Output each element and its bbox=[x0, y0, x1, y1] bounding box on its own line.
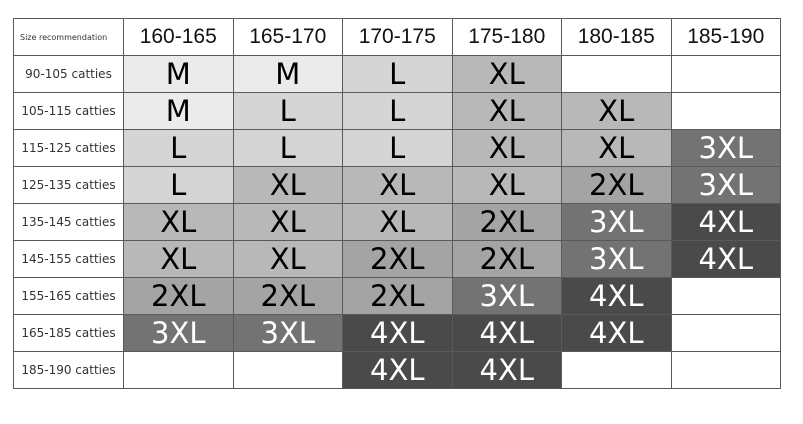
size-cell: XL bbox=[123, 240, 234, 278]
size-cell: 2XL bbox=[561, 166, 672, 204]
table-row: 155-165 catties 2XL 2XL 2XL 3XL 4XL bbox=[13, 277, 781, 315]
size-cell: XL bbox=[451, 166, 562, 204]
height-header: 160-165 bbox=[123, 18, 234, 56]
size-cell bbox=[670, 277, 781, 315]
size-cell: L bbox=[123, 129, 234, 167]
table-row: 90-105 catties M M L XL bbox=[13, 55, 781, 93]
weight-label: 165-185 catties bbox=[13, 314, 124, 352]
size-cell: 4XL bbox=[561, 277, 672, 315]
table-row: 115-125 catties L L L XL XL 3XL bbox=[13, 129, 781, 167]
size-cell: 3XL bbox=[670, 129, 781, 167]
size-cell: 3XL bbox=[561, 240, 672, 278]
size-cell: 3XL bbox=[232, 314, 343, 352]
size-cell: 2XL bbox=[123, 277, 234, 315]
weight-label: 90-105 catties bbox=[13, 55, 124, 93]
size-cell: M bbox=[123, 92, 234, 130]
height-header: 175-180 bbox=[451, 18, 562, 56]
weight-label: 125-135 catties bbox=[13, 166, 124, 204]
header-row: Size recommendation 160-165 165-170 170-175… bbox=[13, 18, 781, 56]
table-row: 185-190 catties 4XL 4XL bbox=[13, 351, 781, 389]
size-cell: 4XL bbox=[670, 203, 781, 241]
size-cell: L bbox=[232, 129, 343, 167]
height-header: 170-175 bbox=[342, 18, 453, 56]
size-cell bbox=[670, 55, 781, 93]
table-row: 145-155 catties XL XL 2XL 2XL 3XL 4XL bbox=[13, 240, 781, 278]
weight-label: 145-155 catties bbox=[13, 240, 124, 278]
size-cell: 3XL bbox=[451, 277, 562, 315]
size-cell: 4XL bbox=[561, 314, 672, 352]
size-cell: 4XL bbox=[670, 240, 781, 278]
size-cell: 2XL bbox=[451, 203, 562, 241]
size-cell: XL bbox=[342, 203, 453, 241]
table-row: 125-135 catties L XL XL XL 2XL 3XL bbox=[13, 166, 781, 204]
size-cell bbox=[670, 351, 781, 389]
size-cell: XL bbox=[123, 203, 234, 241]
height-header: 180-185 bbox=[561, 18, 672, 56]
height-header: 165-170 bbox=[232, 18, 343, 56]
weight-label: 105-115 catties bbox=[13, 92, 124, 130]
corner-label: Size recommendation bbox=[13, 18, 124, 56]
size-cell: L bbox=[123, 166, 234, 204]
table-row: 105-115 catties M L L XL XL bbox=[13, 92, 781, 130]
size-cell: 3XL bbox=[670, 166, 781, 204]
size-cell bbox=[561, 351, 672, 389]
size-cell: L bbox=[342, 92, 453, 130]
size-cell bbox=[561, 55, 672, 93]
size-cell: XL bbox=[232, 166, 343, 204]
size-cell: 2XL bbox=[232, 277, 343, 315]
size-cell bbox=[123, 351, 234, 389]
size-cell: L bbox=[342, 129, 453, 167]
size-cell: 2XL bbox=[451, 240, 562, 278]
size-cell: M bbox=[232, 55, 343, 93]
table-row: 165-185 catties 3XL 3XL 4XL 4XL 4XL bbox=[13, 314, 781, 352]
size-cell: 3XL bbox=[123, 314, 234, 352]
size-cell: XL bbox=[561, 92, 672, 130]
size-cell: XL bbox=[232, 203, 343, 241]
weight-label: 115-125 catties bbox=[13, 129, 124, 167]
size-cell: 2XL bbox=[342, 240, 453, 278]
size-cell: L bbox=[342, 55, 453, 93]
size-cell bbox=[670, 92, 781, 130]
size-cell: XL bbox=[342, 166, 453, 204]
size-cell: L bbox=[232, 92, 343, 130]
size-cell: 3XL bbox=[561, 203, 672, 241]
size-cell: XL bbox=[451, 129, 562, 167]
table-row: 135-145 catties XL XL XL 2XL 3XL 4XL bbox=[13, 203, 781, 241]
weight-label: 185-190 catties bbox=[13, 351, 124, 389]
size-cell: XL bbox=[561, 129, 672, 167]
size-cell: XL bbox=[232, 240, 343, 278]
size-cell: M bbox=[123, 55, 234, 93]
size-cell: XL bbox=[451, 92, 562, 130]
size-cell: XL bbox=[451, 55, 562, 93]
size-cell bbox=[670, 314, 781, 352]
size-chart-table: Size recommendation 160-165 165-170 170-175… bbox=[13, 18, 781, 389]
weight-label: 155-165 catties bbox=[13, 277, 124, 315]
weight-label: 135-145 catties bbox=[13, 203, 124, 241]
size-cell: 4XL bbox=[451, 314, 562, 352]
size-cell: 4XL bbox=[451, 351, 562, 389]
height-header: 185-190 bbox=[670, 18, 781, 56]
size-cell bbox=[232, 351, 343, 389]
size-cell: 4XL bbox=[342, 351, 453, 389]
size-cell: 2XL bbox=[342, 277, 453, 315]
size-cell: 4XL bbox=[342, 314, 453, 352]
